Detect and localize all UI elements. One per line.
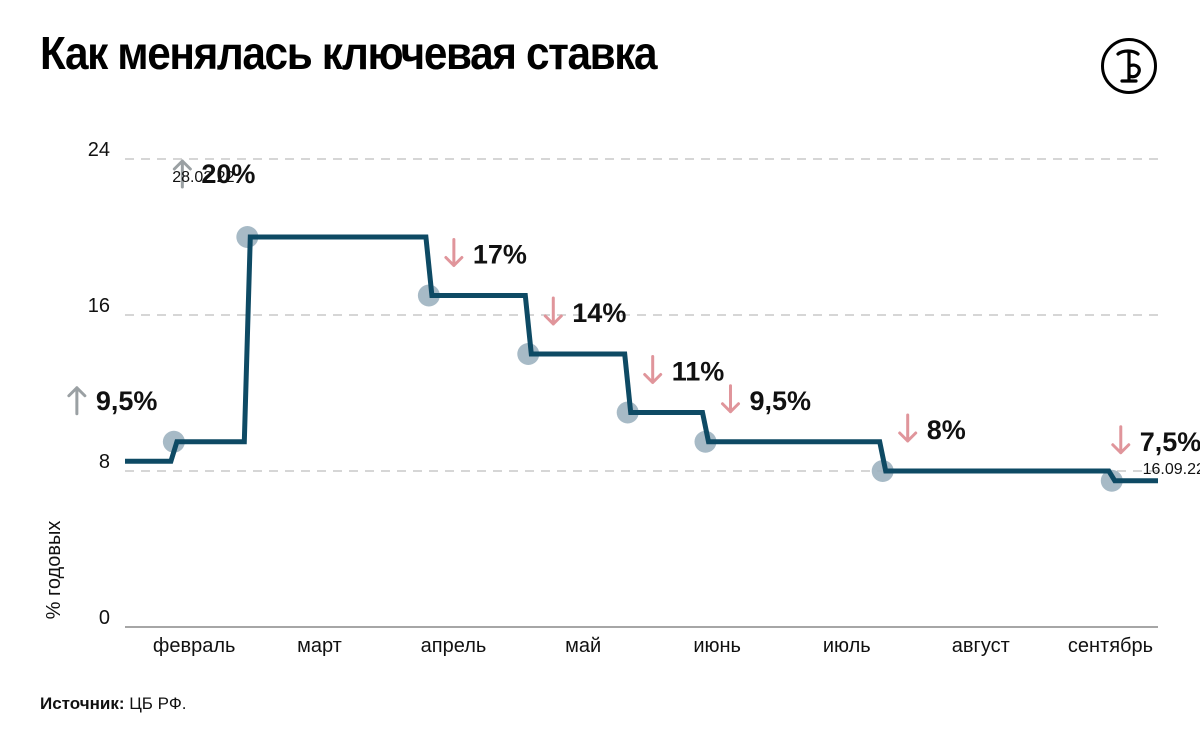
month-label: апрель [421,635,487,657]
arrow-up-icon [172,159,192,189]
source-note: Источник: ЦБ РФ. [40,694,186,714]
annotation-value: 11% [672,357,725,387]
arrow-up-icon [67,386,87,416]
source-label: Источник: [40,694,125,713]
rate-marker [236,226,259,248]
annotation-value: 17% [473,240,527,270]
source-text: ЦБ РФ. [124,694,187,713]
month-label: август [952,635,1010,657]
annotation-date: 28.02.22 [172,169,234,186]
key-rate-line [125,234,1158,484]
month-label: март [297,635,342,657]
y-tick-24: 24 [88,139,110,161]
y-tick-0: 0 [99,607,110,629]
annotation-down: 17% [444,238,527,270]
annotation-up: 20%28.02.22 [172,159,255,189]
y-axis-label: % годовых [43,521,65,620]
y-tick-8: 8 [99,451,110,473]
rate-marker [871,460,894,482]
month-label: май [565,635,601,657]
rate-change-markers [162,226,1123,492]
annotation-value: 7,5% [1140,427,1200,457]
grid-lines [125,158,1158,472]
rate-marker [694,430,717,453]
annotation-value: 8% [927,415,966,445]
rate-annotations: 9,5% 20%28.02.22 17% 14% 11% 9,5% 8% 7,5% 16.09.… [67,159,1200,478]
arrow-down-icon [720,384,740,414]
arrow-down-icon [543,296,563,326]
month-label: сентябрь [1068,635,1153,657]
rate-marker [616,401,639,424]
annotation-value: 20% [201,159,255,189]
arrow-down-icon [643,355,663,384]
arrow-down-icon [898,413,918,443]
annotation-down: 14% [543,296,626,328]
month-label: июль [823,635,871,657]
rate-marker [1100,469,1123,492]
rate-marker [517,343,540,365]
month-labels: февраль март апрель май июнь июль август сентяб… [153,635,1153,657]
arrow-down-icon [444,238,464,267]
annotation-down: 11% [643,355,725,387]
annotation-value: 9,5% [96,386,158,416]
annotation-down: 8% [898,413,966,445]
page-title: Как менялась ключевая ставка [40,27,658,79]
rate-marker [162,430,185,453]
annotation-value: 9,5% [749,386,811,416]
annotation-up: 9,5% [67,386,158,416]
annotation-date: 16.09.22 [1143,461,1200,478]
rate-marker [417,284,440,307]
y-tick-16: 16 [88,295,110,317]
y-tick-labels: 0 8 16 24 [88,139,110,629]
month-label: июнь [693,635,741,657]
arrow-down-icon [1111,425,1131,455]
annotation-down: 9,5% [720,384,811,416]
annotation-down: 7,5% 16.09.22 [1111,425,1200,478]
annotation-value: 14% [572,298,626,328]
month-label: февраль [153,635,236,657]
newspaper-logo-icon [1101,38,1157,94]
